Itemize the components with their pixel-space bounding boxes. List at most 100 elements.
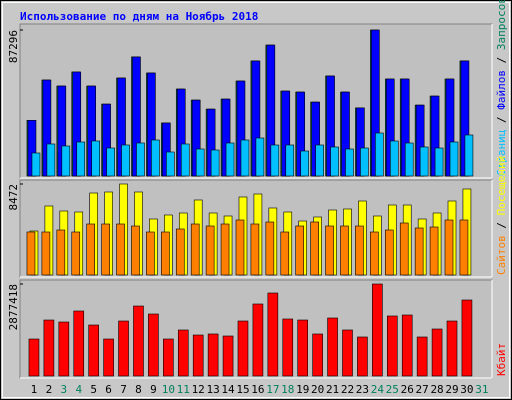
bar: [312, 333, 323, 377]
x-tick-label: 28: [430, 383, 443, 396]
bar: [252, 303, 264, 377]
bar: [121, 144, 130, 177]
bar: [71, 231, 81, 276]
x-tick-label: 31: [475, 383, 488, 396]
x-tick-label: 22: [341, 383, 354, 396]
x-tick-label: 30: [460, 383, 473, 396]
bar: [175, 228, 185, 276]
x-tick-label: 13: [207, 383, 220, 396]
bar: [372, 283, 383, 377]
bar: [41, 231, 51, 276]
bar: [431, 328, 443, 377]
bar: [446, 320, 458, 377]
bar: [267, 292, 279, 377]
bar: [56, 229, 66, 276]
bar: [58, 321, 70, 377]
legend-separator: /: [495, 50, 508, 70]
bar: [195, 148, 205, 177]
legend: Сайтов / Посещений: [495, 156, 508, 275]
x-tick-label: 4: [75, 383, 82, 396]
bar: [31, 152, 41, 177]
bar: [419, 146, 429, 177]
legend-entry: Страниц: [495, 130, 508, 176]
bar: [340, 225, 349, 276]
bar: [315, 144, 324, 177]
bar: [357, 336, 368, 377]
bar: [151, 139, 160, 177]
bar: [327, 317, 338, 377]
bar: [116, 223, 125, 276]
bar: [43, 319, 55, 377]
x-tick-label: 6: [105, 383, 112, 396]
legend-entry: Файлов: [495, 70, 508, 110]
bar: [76, 141, 86, 177]
bar: [61, 145, 71, 177]
bar: [464, 134, 474, 177]
bar: [461, 299, 473, 377]
bar: [342, 329, 353, 377]
bar: [86, 223, 95, 276]
bar: [297, 319, 309, 377]
x-tick-label: 9: [150, 383, 157, 396]
bar: [449, 141, 459, 177]
bar: [205, 225, 215, 276]
bar: [28, 338, 40, 377]
bar: [360, 147, 369, 177]
legend-separator: /: [495, 110, 508, 130]
bar: [180, 143, 190, 177]
bar: [404, 142, 414, 177]
bar: [401, 314, 413, 377]
legend: Страниц / Файлов / Запросов: [495, 0, 508, 176]
x-tick-label: 14: [221, 383, 235, 396]
legend-entry: Сайтов: [495, 235, 508, 275]
x-tick-label: 17: [266, 383, 279, 396]
x-tick-label: 24: [371, 383, 385, 396]
x-tick-label: 15: [236, 383, 249, 396]
x-tick-label: 26: [401, 383, 414, 396]
x-tick-label: 21: [326, 383, 339, 396]
bar: [237, 320, 249, 377]
bar: [389, 140, 399, 177]
bar: [255, 137, 265, 177]
x-tick-label: 19: [296, 383, 309, 396]
x-tick-label: 23: [356, 383, 369, 396]
legend-entry: Запросов: [495, 0, 508, 50]
bar: [325, 225, 334, 276]
x-tick-label: 12: [192, 383, 205, 396]
bar: [416, 336, 428, 377]
bar: [46, 143, 56, 177]
bar: [386, 315, 398, 377]
bar: [444, 219, 454, 276]
bar: [375, 132, 384, 177]
y-tick-label: 87296: [7, 30, 20, 63]
y-tick-label: 8472: [7, 184, 20, 211]
x-tick-label: 20: [311, 383, 324, 396]
x-tick-label: 8: [135, 383, 142, 396]
bar: [163, 338, 174, 377]
bar: [429, 226, 439, 276]
bar: [73, 310, 85, 377]
x-tick-label: 5: [90, 383, 97, 396]
bar: [192, 334, 204, 377]
x-tick-label: 27: [416, 383, 429, 396]
bar: [240, 139, 250, 177]
bar: [355, 225, 364, 276]
bar: [210, 149, 220, 177]
bar: [414, 227, 424, 276]
bar: [370, 231, 379, 276]
bar: [434, 147, 444, 177]
x-tick-label: 29: [445, 383, 458, 396]
x-tick-label: 3: [61, 383, 68, 396]
legend-entry: Кбайт: [495, 343, 508, 376]
bar: [222, 335, 234, 377]
bar: [250, 223, 260, 276]
bar: [295, 225, 305, 276]
bar: [399, 222, 409, 276]
bar: [136, 142, 145, 177]
bar: [26, 231, 36, 276]
bar: [161, 231, 170, 276]
bar: [220, 223, 230, 276]
bar: [177, 329, 189, 377]
